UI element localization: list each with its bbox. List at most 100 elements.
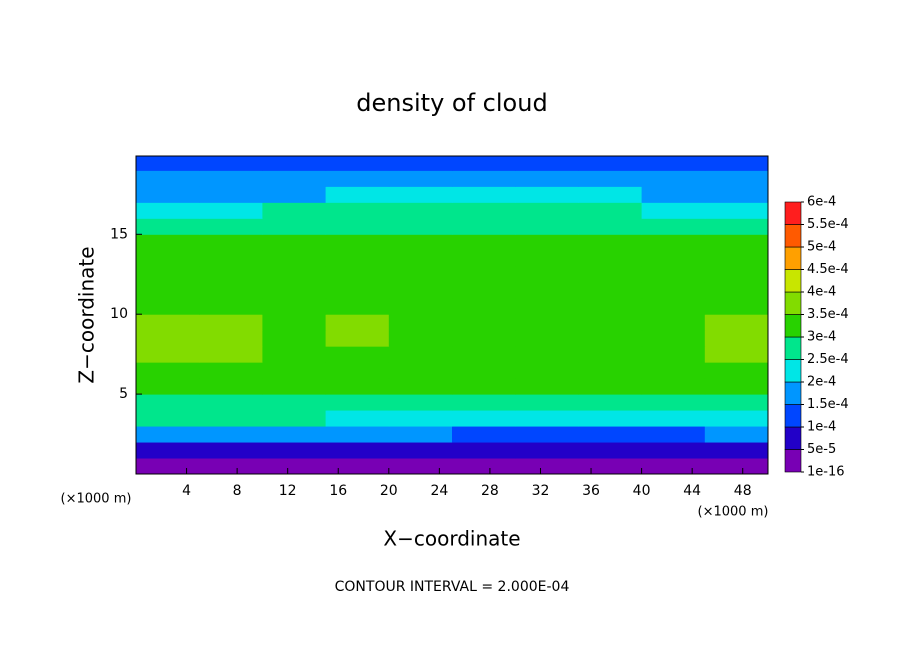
field-cell [325, 156, 390, 171]
field-cell [262, 362, 327, 379]
field-cell [452, 202, 516, 219]
field-cell [325, 442, 390, 459]
field-cell [515, 186, 579, 203]
field-cell [199, 266, 263, 283]
field-cell [515, 378, 579, 395]
field-cell [136, 234, 200, 251]
field-cell [199, 410, 263, 427]
x-tick-label: 16 [329, 483, 347, 499]
field-cell [199, 250, 263, 267]
field-cell [641, 394, 706, 411]
field-cell [262, 218, 327, 235]
field-cell [452, 458, 516, 474]
colorbar-swatch [784, 381, 802, 405]
field-cell [578, 442, 643, 459]
colorbar-label: 5.5e-4 [807, 217, 849, 232]
field-cell [641, 362, 706, 379]
field-cell [641, 186, 706, 203]
field-cell [452, 156, 516, 171]
colorbar-label: 3e-4 [807, 330, 836, 345]
field-cell [199, 394, 263, 411]
field-cell [704, 170, 768, 187]
field-cell [515, 202, 579, 219]
x-tick-label: 36 [582, 483, 600, 499]
field-cell [704, 314, 768, 331]
field-cell [136, 266, 200, 283]
field-cell [325, 250, 390, 267]
field-cell [452, 298, 516, 315]
field-cell [325, 410, 390, 427]
field-cell [578, 250, 643, 267]
field-cell [515, 362, 579, 379]
field-cell [704, 186, 768, 203]
field-cell [704, 266, 768, 283]
field-cell [199, 314, 263, 331]
field-cell [704, 426, 768, 443]
x-tick-label: 44 [683, 483, 701, 499]
colorbar-swatch [784, 269, 802, 293]
field-cell [515, 156, 579, 171]
field-cell [578, 410, 643, 427]
field-cell [578, 394, 643, 411]
field-cell [452, 234, 516, 251]
field-cell [704, 250, 768, 267]
field-cell [704, 394, 768, 411]
x-unit: (×1000 m) [698, 505, 769, 520]
field-cell [452, 410, 516, 427]
field-cell [136, 250, 200, 267]
field-cell [515, 426, 579, 443]
field-cell [325, 394, 390, 411]
colorbar-swatch [784, 314, 802, 338]
field-cell [388, 234, 453, 251]
colorbar-label: 4.5e-4 [807, 262, 849, 277]
field-cell [578, 156, 643, 171]
colorbar-label: 6e-4 [807, 195, 836, 210]
x-tick-label: 48 [734, 483, 752, 499]
field-cell [325, 378, 390, 395]
y-tick-label: 10 [110, 306, 128, 322]
field-cell [136, 458, 200, 474]
x-tick-label: 4 [182, 483, 191, 499]
field-cell [136, 346, 200, 363]
field-cell [199, 234, 263, 251]
field-cell [325, 202, 390, 219]
field-cell [515, 250, 579, 267]
colorbar-swatch [784, 291, 802, 315]
field-cell [136, 426, 200, 443]
field-cell [136, 282, 200, 299]
field-cell [578, 170, 643, 187]
colorbar-label: 3.5e-4 [807, 307, 849, 322]
field-cell [641, 250, 706, 267]
field-cell [515, 282, 579, 299]
field-cell [641, 378, 706, 395]
contour-field [136, 156, 768, 474]
field-cell [325, 458, 390, 474]
field-cell [388, 442, 453, 459]
field-cell [136, 378, 200, 395]
field-cell [388, 346, 453, 363]
colorbar-swatch [784, 404, 802, 428]
colorbar-swatch [784, 449, 802, 473]
field-cell [452, 330, 516, 347]
field-cell [136, 298, 200, 315]
field-cell [136, 186, 200, 203]
field-cell [515, 458, 579, 474]
colorbar-label: 4e-4 [807, 285, 836, 300]
field-cell [704, 346, 768, 363]
field-cell [136, 362, 200, 379]
field-cell [136, 202, 200, 219]
field-cell [515, 346, 579, 363]
field-cell [199, 378, 263, 395]
field-cell [578, 218, 643, 235]
field-cell [641, 202, 706, 219]
field-cell [704, 298, 768, 315]
field-cell [452, 394, 516, 411]
field-cell [388, 394, 453, 411]
field-cell [136, 394, 200, 411]
field-cell [641, 330, 706, 347]
y-axis-label: Z−coordinate [75, 246, 99, 383]
colorbar-label: 2.5e-4 [807, 352, 849, 367]
field-cell [641, 298, 706, 315]
field-cell [704, 234, 768, 251]
field-cell [641, 234, 706, 251]
